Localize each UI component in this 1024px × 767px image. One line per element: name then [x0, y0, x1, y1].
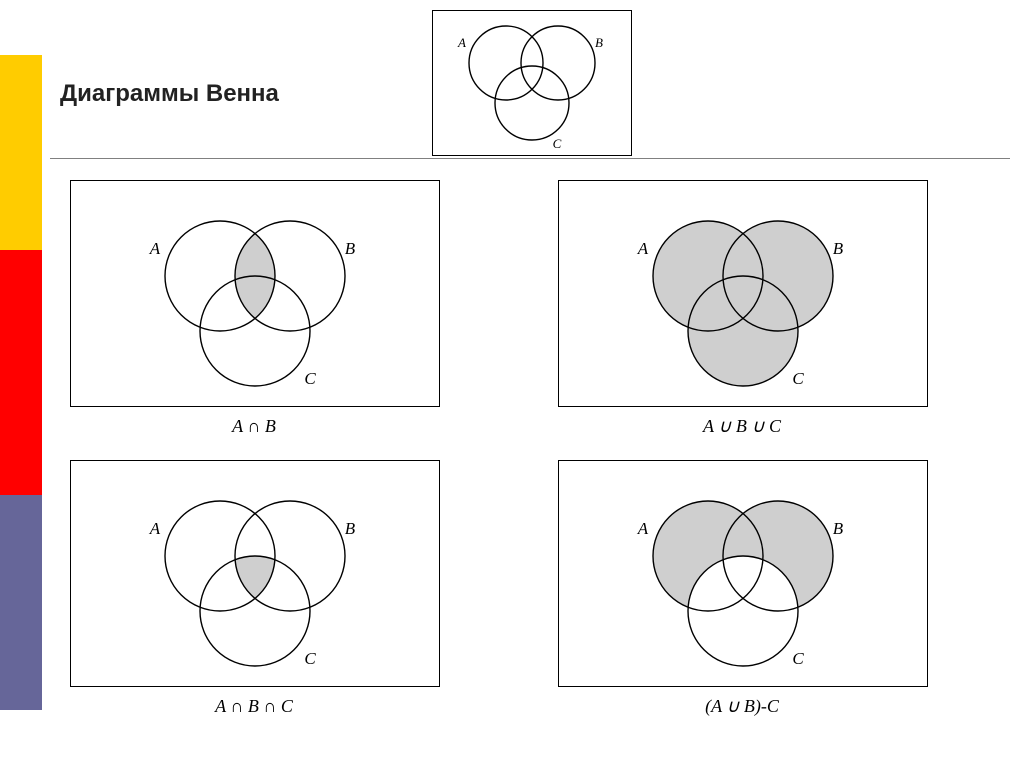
svg-text:C: C [553, 136, 562, 151]
svg-text:C: C [792, 369, 804, 388]
svg-text:B: B [833, 239, 844, 258]
svg-text:B: B [595, 35, 603, 50]
svg-text:B: B [833, 519, 844, 538]
venn-frame: A B C [558, 180, 928, 407]
venn-caption: (A ∪ B)-C [558, 697, 926, 715]
sidebar-stripe [0, 0, 42, 767]
venn-caption: A ∪ B ∪ C [558, 417, 926, 435]
svg-text:C: C [304, 369, 316, 388]
venn-caption: A ∩ B ∩ C [70, 697, 438, 715]
venn-cell-A_int_B_int_C: ABCA ∩ B ∩ C [70, 460, 438, 687]
venn-cell-A_int_B: ABCA ∩ B [70, 180, 438, 407]
venn-svg: A B C [628, 206, 858, 391]
venn-cell-AuB_minus_C: ABC(A ∪ B)-C [558, 460, 926, 687]
sidebar-seg-0 [0, 0, 42, 55]
svg-text:C: C [304, 649, 316, 668]
venn-caption: A ∩ B [70, 417, 438, 435]
venn-frame: A B C [70, 460, 440, 687]
venn-svg: A B C [140, 486, 370, 671]
svg-text:A: A [149, 239, 161, 258]
sidebar-seg-3 [0, 495, 42, 710]
svg-text:A: A [457, 35, 466, 50]
sidebar-seg-1 [0, 55, 42, 250]
svg-text:B: B [345, 519, 356, 538]
page-title: Диаграммы Венна [60, 80, 279, 108]
venn-frame: A B C [558, 460, 928, 687]
svg-text:C: C [792, 649, 804, 668]
sidebar-seg-2 [0, 250, 42, 495]
svg-text:A: A [149, 519, 161, 538]
venn-cell-A_un_B_un_C: ABCA ∪ B ∪ C [558, 180, 926, 407]
venn-frame: A B C [70, 180, 440, 407]
horizontal-rule [50, 158, 1010, 159]
svg-text:A: A [637, 239, 649, 258]
svg-text:A: A [637, 519, 649, 538]
venn-svg: A B C [140, 206, 370, 391]
svg-text:B: B [345, 239, 356, 258]
top-venn-svg: A B C [433, 11, 631, 155]
sidebar-seg-4 [0, 710, 42, 767]
venn-svg: A B C [628, 486, 858, 671]
top-venn-frame: A B C [432, 10, 632, 156]
